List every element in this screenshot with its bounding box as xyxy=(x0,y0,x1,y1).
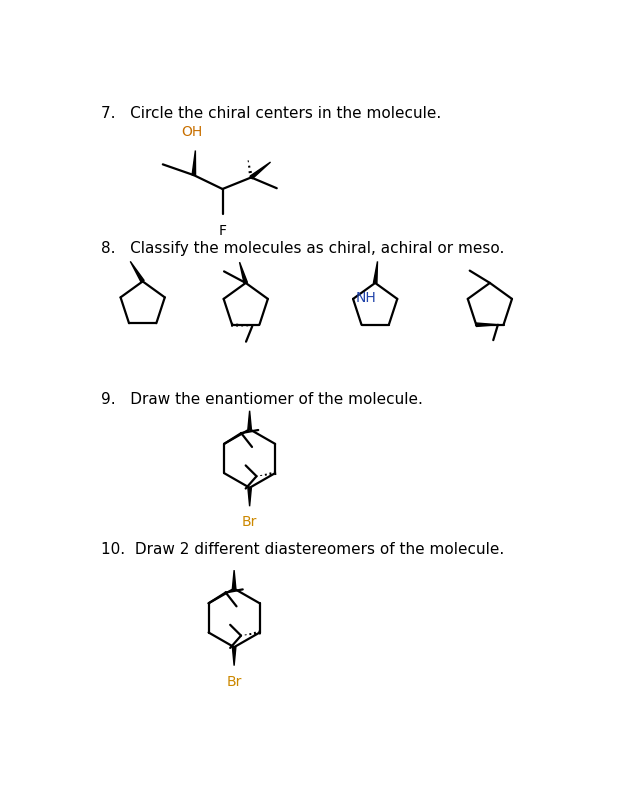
Polygon shape xyxy=(248,488,251,506)
Text: OH: OH xyxy=(182,125,203,139)
Polygon shape xyxy=(250,162,270,179)
Polygon shape xyxy=(248,411,251,429)
Polygon shape xyxy=(232,570,236,588)
Polygon shape xyxy=(476,323,498,327)
Polygon shape xyxy=(232,647,236,666)
Polygon shape xyxy=(373,262,377,283)
Polygon shape xyxy=(130,262,144,283)
Text: Br: Br xyxy=(242,515,257,530)
Polygon shape xyxy=(239,262,248,283)
Text: NH: NH xyxy=(355,291,376,305)
Text: Br: Br xyxy=(227,675,242,689)
Text: 8.   Classify the molecules as chiral, achiral or meso.: 8. Classify the molecules as chiral, ach… xyxy=(101,241,505,256)
Polygon shape xyxy=(192,151,196,175)
Text: 10.  Draw 2 different diastereomers of the molecule.: 10. Draw 2 different diastereomers of th… xyxy=(101,542,504,557)
Text: 7.   Circle the chiral centers in the molecule.: 7. Circle the chiral centers in the mole… xyxy=(101,105,441,121)
Text: F: F xyxy=(218,225,227,238)
Text: 9.   Draw the enantiomer of the molecule.: 9. Draw the enantiomer of the molecule. xyxy=(101,391,423,407)
